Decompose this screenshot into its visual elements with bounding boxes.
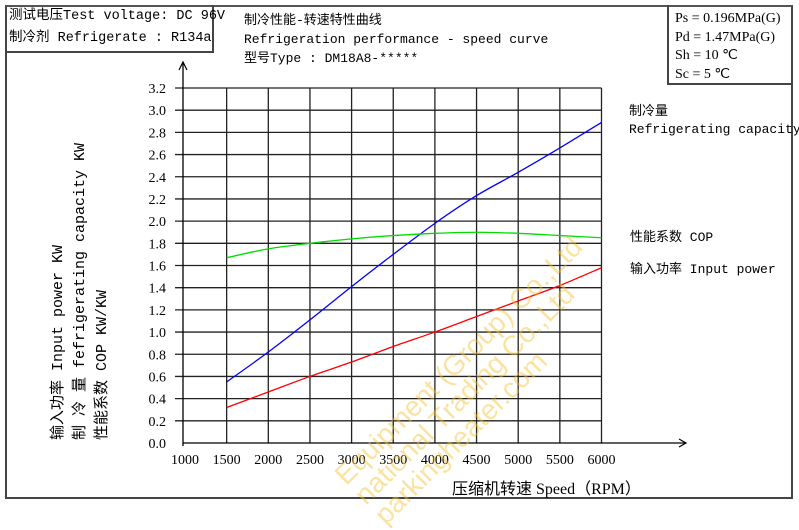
- y-tick-label: 1.6: [149, 260, 167, 275]
- chart-frame: [5, 5, 793, 499]
- y-tick-label: 2.4: [149, 171, 167, 186]
- x-tick-label: 4500: [463, 453, 491, 468]
- y-axis-label-input: 输入功率 Input power KW: [50, 244, 67, 440]
- y-tick-label: 1.0: [149, 326, 167, 341]
- y-tick-label: 2.8: [149, 126, 167, 141]
- x-tick-label: 5500: [546, 453, 574, 468]
- y-tick-label: 1.2: [149, 304, 167, 319]
- y-tick-label: 3.0: [149, 104, 167, 119]
- x-axis-arrow-icon: [678, 438, 688, 448]
- capacity-curve: [226, 121, 602, 383]
- x-tick-label: 3000: [338, 453, 366, 468]
- legend-capacity: 制冷量 Refrigerating capacity: [629, 103, 799, 139]
- legend-input-power: 输入功率 Input power: [630, 262, 776, 277]
- x-tick-label: 1000: [171, 453, 199, 468]
- suction-pressure: Ps = 0.196MPa(G): [675, 11, 781, 26]
- cop-curve: [226, 231, 602, 259]
- x-tick-label: 6000: [588, 453, 616, 468]
- legend-cop: 性能系数 COP: [630, 230, 714, 245]
- y-axis-label: 输入功率 Input power KW 制 冷 量 fefrigerating …: [48, 143, 114, 440]
- chart-title-block: 制冷性能-转速特性曲线 Refrigeration performance - …: [244, 11, 548, 68]
- plot-area: 0.0 0.2 0.4 0.6 0.8 1.0 1.2 1.4 1.6 1.8 2.0 2.2 2.4 2…: [149, 60, 688, 468]
- y-tick-label: 2.6: [149, 149, 167, 164]
- y-tick-label: 1.4: [149, 282, 167, 297]
- legend-capacity-en: Refrigerating capacity: [629, 122, 799, 137]
- y-tick-label: 0.2: [149, 415, 167, 430]
- y-tick-label: 0.8: [149, 348, 167, 363]
- y-tick-label: 0.4: [149, 393, 167, 408]
- x-tick-label: 2000: [254, 453, 282, 468]
- subcooling: Sc = 5 ℃: [675, 66, 731, 82]
- y-tick-label: 3.2: [149, 82, 167, 97]
- test-voltage: 测试电压Test voltage: DC 96V: [9, 9, 226, 24]
- y-axis-label-cop: 性能系数 COP KW/KW: [94, 289, 111, 440]
- y-tick-label: 0.0: [149, 437, 167, 452]
- discharge-pressure: Pd = 1.47MPa(G): [675, 29, 776, 45]
- y-tick-label: 2.0: [149, 215, 167, 230]
- model-type: 型号Type : DM18A8-*****: [244, 51, 419, 66]
- input-power-curve: [226, 267, 602, 409]
- x-tick-label: 5000: [504, 453, 532, 468]
- x-tick-label: 2500: [296, 453, 324, 468]
- y-axis-arrow-icon: [178, 60, 188, 71]
- superheat: Sh = 10 ℃: [675, 48, 738, 63]
- x-axis-label: 压缩机转速 Speed（RPM）: [452, 481, 641, 498]
- chart-title-en: Refrigeration performance - speed curve: [244, 32, 549, 47]
- refrigerant: 制冷剂 Refrigerate : R134a: [9, 31, 212, 46]
- chart-title-cn: 制冷性能-转速特性曲线: [244, 13, 382, 28]
- x-tick-label: 4000: [421, 453, 449, 468]
- y-tick-label: 0.6: [149, 370, 167, 385]
- y-axis-label-capacity: 制 冷 量 fefrigerating capacity KW: [72, 142, 89, 440]
- x-tick-label: 1500: [213, 453, 241, 468]
- y-tick-label: 2.2: [149, 193, 167, 208]
- test-conditions-box: 测试电压Test voltage: DC 96V 制冷剂 Refrigerate…: [5, 5, 226, 53]
- y-tick-label: 1.8: [149, 237, 167, 252]
- x-tick-label: 3500: [379, 453, 407, 468]
- operating-conditions-box: Ps = 0.196MPa(G) Pd = 1.47MPa(G) Sh = 10…: [667, 5, 793, 85]
- legend-capacity-cn: 制冷量: [629, 104, 669, 119]
